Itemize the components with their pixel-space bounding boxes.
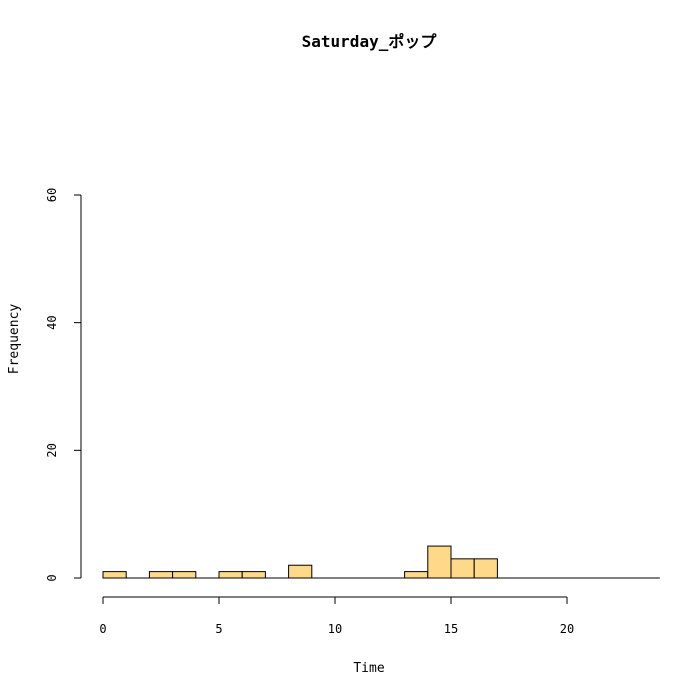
histogram-bar bbox=[218, 571, 243, 579]
histogram-bar bbox=[241, 571, 266, 579]
x-tick-label: 20 bbox=[560, 622, 574, 636]
histogram-bar bbox=[172, 571, 197, 579]
y-tick-label: 40 bbox=[45, 315, 59, 329]
histogram-bar bbox=[148, 571, 174, 579]
histogram-bar bbox=[427, 545, 452, 579]
x-tick-label: 15 bbox=[444, 622, 458, 636]
y-tick-label: 20 bbox=[45, 443, 59, 457]
y-axis-label: Frequency bbox=[7, 304, 22, 375]
x-tick-label: 5 bbox=[215, 622, 222, 636]
chart-title: Saturday_ポップ bbox=[302, 32, 438, 51]
y-axis: 0 20 40 60 bbox=[45, 188, 82, 582]
histogram-bars bbox=[102, 545, 498, 579]
histogram-bar bbox=[450, 558, 475, 579]
x-axis-label: Time bbox=[353, 661, 384, 676]
histogram-bar bbox=[404, 571, 429, 579]
y-tick-label: 0 bbox=[45, 574, 59, 581]
histogram-bar bbox=[102, 571, 127, 579]
x-tick-label: 0 bbox=[99, 622, 106, 636]
histogram-bar bbox=[473, 558, 498, 579]
x-axis: 0 5 10 15 20 bbox=[99, 596, 574, 636]
y-tick-label: 60 bbox=[45, 188, 59, 202]
x-tick-label: 10 bbox=[328, 622, 342, 636]
histogram-bar bbox=[288, 564, 313, 579]
